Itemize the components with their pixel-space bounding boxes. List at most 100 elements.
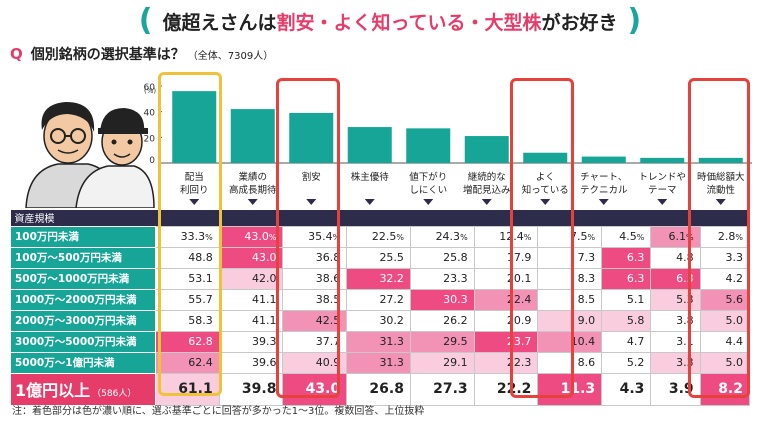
category-label: 流動性: [706, 184, 735, 196]
cell-value: 33.3: [180, 230, 206, 243]
cell-value: 55.7: [188, 293, 213, 306]
bar: [640, 157, 685, 163]
cell-value: 42.5: [315, 314, 341, 327]
bar: [464, 136, 509, 163]
table-cell: 3.1: [650, 330, 701, 353]
cell-value: 5.3: [676, 293, 694, 306]
cell-value: 4.8: [676, 251, 694, 264]
table-cell: 62.8: [155, 330, 220, 353]
question-line: Q 個別銘柄の選択基準は？ （全体、7309人）: [10, 44, 273, 64]
cell-value: 6.3: [676, 272, 694, 285]
data-table: 資産規模 100万円未満 33.3% 43.0% 35.4% 22.5% 24.3% 12.…: [10, 210, 751, 406]
table-cell: 26.8: [346, 372, 411, 406]
table-cell: 22.3: [473, 351, 539, 374]
row-label-text: 5000万～1億円未満: [15, 357, 115, 369]
cell-value: 24.3: [435, 230, 461, 243]
cell-value: 23.7: [506, 335, 532, 348]
table-cell: 6.3: [601, 246, 652, 269]
table-cell: 62.4: [155, 351, 220, 374]
row-label: 1億円以上 （586人）: [10, 372, 156, 406]
headline: ( 億超えさんは割安・よく知っている・大型株がお好き ): [0, 4, 780, 38]
cell-value: 8.5: [577, 293, 596, 306]
percent-sign: %: [205, 233, 213, 242]
category-label: 継続的な: [468, 171, 506, 183]
cell-value: 2.8: [717, 230, 736, 243]
table-cell: 4.8: [650, 246, 701, 269]
table-cell: 38.5: [282, 288, 348, 311]
table-cell: 5.0: [699, 309, 751, 332]
table-cell: 27.2: [346, 288, 411, 311]
cell-value: 26.8: [369, 381, 404, 397]
table-body: 資産規模 100万円未満 33.3% 43.0% 35.4% 22.5% 24.3% 12.…: [10, 210, 751, 406]
table-cell: 25.8: [409, 246, 475, 269]
cell-value: 3.8: [676, 314, 694, 327]
bar: [406, 128, 451, 163]
table-cell: 6.3: [601, 267, 652, 290]
table-cell: 29.5: [409, 330, 475, 353]
row-label-text: 100万～500万円未満: [15, 252, 122, 264]
cell-value: 22.5: [371, 230, 397, 243]
y-tick-label: 0: [149, 156, 155, 166]
cell-value: 5.1: [626, 293, 645, 306]
cell-value: 5.0: [725, 356, 744, 369]
cell-value: 27.3: [433, 381, 468, 397]
row-label: 2000万～3000万円未満: [10, 309, 156, 332]
cell-value: 43.0: [305, 381, 341, 397]
table-cell: 31.3: [346, 351, 411, 374]
row-label-text: 1000万～2000万円未満: [15, 294, 137, 306]
table-cell: 10.4: [537, 330, 603, 353]
cell-value: 4.7: [626, 335, 645, 348]
down-arrow-icon: [715, 199, 726, 205]
category-label: 高成長期待: [229, 184, 277, 196]
cell-value: 6.3: [626, 251, 645, 264]
cell-value: 35.4: [308, 230, 333, 243]
table-cell: 32.2: [346, 267, 411, 290]
y-unit-label: (%): [144, 87, 156, 95]
table-cell: 48.8: [155, 246, 220, 269]
percent-sign: %: [587, 233, 596, 242]
cell-value: 7.3: [577, 251, 596, 264]
cell-value: 38.6: [315, 272, 341, 285]
table-cell: 53.1: [155, 267, 220, 290]
table-row: 100万円未満 33.3% 43.0% 35.4% 22.5% 24.3% 12.4% 7.5…: [10, 225, 751, 248]
cell-value: 4.3: [619, 381, 645, 397]
cell-value: 61.1: [178, 381, 213, 397]
cell-value: 41.1: [251, 293, 277, 306]
question-text: 個別銘柄の選択基準は？: [30, 47, 185, 63]
cell-value: 39.3: [251, 335, 277, 348]
question-mark: Q: [10, 45, 23, 63]
table-cell: 43.0%: [218, 225, 284, 248]
table-cell: 4.2: [699, 267, 751, 290]
cell-value: 7.5: [570, 230, 588, 243]
table-cell: 26.2: [409, 309, 475, 332]
table-cell: 22.4: [473, 288, 539, 311]
table-cell: 5.1: [601, 288, 652, 311]
down-arrow-icon: [657, 199, 668, 205]
percent-sign: %: [332, 233, 341, 242]
down-arrow-icon: [364, 199, 375, 205]
table-cell: 30.2: [346, 309, 411, 332]
cell-value: 23.3: [443, 272, 468, 285]
category-label: 株主優待: [351, 171, 390, 183]
table-cell: 22.2: [473, 372, 539, 406]
headline-open-brace: (: [138, 3, 153, 38]
table-cell: 42.0: [218, 267, 284, 290]
cell-value: 5.8: [626, 314, 645, 327]
table-row: 3000万～5000万円未満 62.8 39.3 37.7 31.3 29.5 23.7 10…: [10, 330, 751, 353]
bar: [172, 91, 217, 163]
table-cell: 23.3: [409, 267, 475, 290]
table-cell: 24.3%: [409, 225, 475, 248]
cell-value: 38.5: [315, 293, 341, 306]
category-label: テーマ: [648, 185, 677, 196]
table-cell: 61.1: [155, 372, 220, 406]
category-label: 割安: [302, 171, 321, 183]
cell-value: 20.1: [506, 272, 532, 285]
table-cell: 8.3: [537, 267, 603, 290]
table-cell: 4.5%: [601, 225, 652, 248]
headline-part2: がお好き: [541, 11, 618, 34]
cell-value: 43.0: [251, 251, 277, 264]
down-arrow-icon: [540, 199, 551, 205]
table-row-top: 1億円以上 （586人） 61.1 39.8 43.0 26.8 27.3 22.2 11.3 4…: [10, 372, 751, 406]
row-label: 100万～500万円未満: [10, 246, 156, 269]
